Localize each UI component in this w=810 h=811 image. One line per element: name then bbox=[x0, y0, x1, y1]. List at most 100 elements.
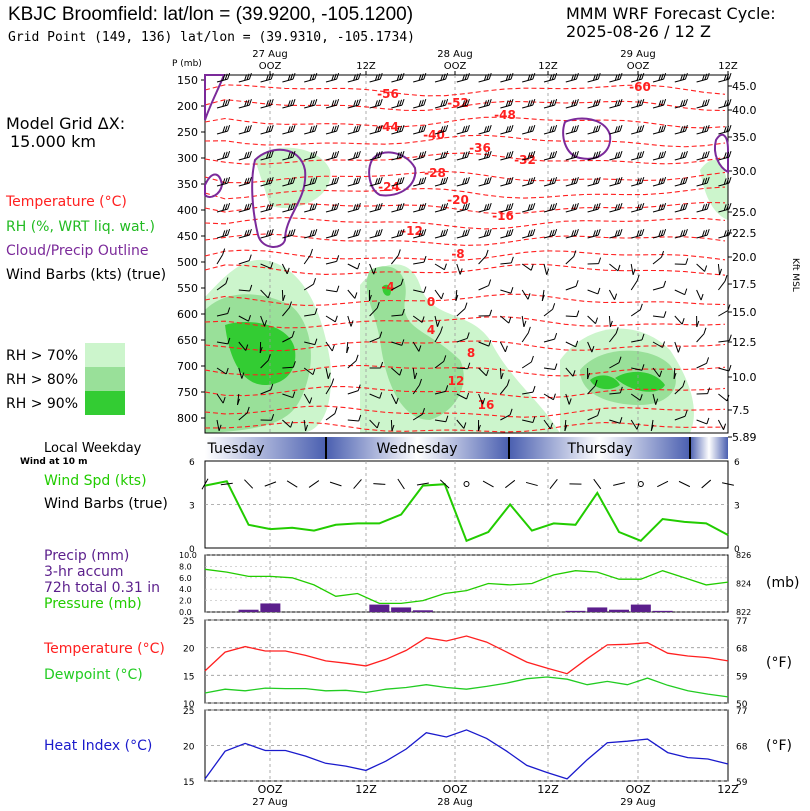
wind-barb-flag bbox=[290, 125, 294, 132]
wind-barb bbox=[347, 72, 361, 83]
wind-barb-staff bbox=[413, 234, 424, 239]
wind-barb-staff bbox=[369, 130, 381, 135]
wind-barb bbox=[521, 326, 531, 343]
wind-barb-flag bbox=[532, 416, 536, 423]
wind-barb bbox=[391, 367, 403, 376]
wind-barb-flag bbox=[418, 74, 422, 81]
wind-barb bbox=[652, 280, 667, 291]
wind-barb-flag bbox=[663, 124, 667, 132]
local-weekday-label: Local Weekday bbox=[44, 441, 142, 456]
wind-barb bbox=[369, 176, 383, 187]
height-tick-label: 20.0 bbox=[732, 251, 757, 264]
wind-barb bbox=[718, 72, 732, 83]
wind-barb-flag bbox=[464, 73, 468, 80]
wind-barb-flag bbox=[685, 258, 689, 265]
wind-barb-flag bbox=[377, 99, 381, 106]
wind-barb-flag bbox=[660, 229, 664, 236]
wind-barb-staff bbox=[565, 285, 577, 291]
wind-barb bbox=[564, 419, 568, 432]
wind-barb-staff bbox=[456, 208, 468, 213]
temperature-label: -48 bbox=[494, 108, 516, 122]
wind-barb bbox=[325, 228, 340, 239]
wind-barb bbox=[500, 202, 514, 213]
wind-barb-staff bbox=[587, 182, 599, 187]
wind-barb-flag bbox=[462, 100, 466, 107]
wind-barb bbox=[522, 416, 536, 423]
wind-barb bbox=[478, 202, 492, 213]
wind-barb-flag bbox=[723, 178, 727, 185]
wind-barb-flag bbox=[728, 228, 732, 236]
wind-barb-flag bbox=[638, 203, 642, 210]
wind-barb-staff bbox=[522, 208, 533, 213]
wind-barb bbox=[303, 367, 316, 376]
wind-barb-flag bbox=[701, 178, 705, 185]
wind-barb-flag bbox=[592, 178, 596, 185]
bottom-date-label: 27 Aug bbox=[252, 797, 287, 808]
wind-barb-staff bbox=[391, 130, 403, 135]
wind-barb-flag bbox=[346, 346, 350, 354]
wind-barb-staff bbox=[369, 208, 381, 213]
wind-barb bbox=[478, 98, 492, 109]
wind-barb-flag bbox=[541, 294, 545, 302]
wind-barb-flag bbox=[597, 150, 601, 158]
wind-barb bbox=[587, 315, 598, 325]
wind-barb-staff bbox=[718, 156, 730, 161]
wind-barb-flag bbox=[309, 204, 313, 211]
isotherm bbox=[204, 217, 726, 230]
weekday-band-friday bbox=[690, 437, 728, 459]
wind-barb bbox=[238, 406, 250, 421]
wind-barb-flag bbox=[336, 124, 340, 132]
wind-barb-flag bbox=[639, 303, 643, 311]
wind-barb bbox=[587, 368, 591, 380]
wind-barb-flag bbox=[309, 397, 313, 404]
wind-barb-flag bbox=[224, 203, 228, 210]
wind-barb-flag bbox=[314, 202, 318, 210]
wind-barb-staff bbox=[500, 104, 512, 109]
wind-barb-flag bbox=[508, 203, 512, 210]
wind-barb bbox=[303, 393, 313, 404]
wind-barb-flag bbox=[287, 126, 291, 133]
wind-barb bbox=[565, 280, 579, 291]
wind-barb-flag bbox=[549, 422, 553, 430]
wind-barb-staff bbox=[281, 263, 288, 275]
wind-barb-staff bbox=[674, 415, 686, 421]
wind-barb bbox=[718, 150, 732, 161]
wind-barb-flag bbox=[723, 230, 727, 237]
temp-ytick-label-f: 50 bbox=[736, 700, 748, 710]
precip-bar bbox=[587, 607, 608, 612]
precip-bar bbox=[238, 609, 259, 612]
wind-barb-flag bbox=[287, 152, 291, 159]
wind-barb-flag bbox=[222, 178, 226, 185]
wind-barb-flag bbox=[701, 204, 705, 211]
wind-barb-staff bbox=[304, 130, 315, 135]
wind-barb bbox=[609, 176, 623, 187]
wind-barb-flag bbox=[701, 152, 705, 159]
wind-barb-flag bbox=[636, 230, 640, 237]
wind-barb-flag bbox=[353, 178, 357, 185]
wind-barb-flag bbox=[488, 339, 492, 347]
wind-barb-flag bbox=[639, 394, 643, 401]
wind-barb-staff bbox=[478, 255, 487, 265]
wind-barb-staff bbox=[630, 419, 638, 430]
wind-barb-flag bbox=[592, 126, 596, 133]
pressure-line bbox=[204, 568, 729, 605]
wind-barb bbox=[718, 393, 730, 402]
wind-barb-flag bbox=[573, 73, 577, 80]
wind-barb-flag bbox=[227, 337, 231, 345]
wind-barb-staff bbox=[391, 234, 403, 239]
surface-wind-barb bbox=[505, 479, 516, 489]
wind-barb bbox=[325, 176, 340, 187]
wind-barb-flag bbox=[680, 230, 684, 237]
wind-barb-flag bbox=[355, 203, 359, 210]
wind-barb-flag bbox=[291, 330, 295, 338]
wind-barb-flag bbox=[532, 385, 536, 393]
weekday-label: Tuesday bbox=[207, 441, 265, 457]
wind-barb-flag bbox=[225, 367, 229, 375]
wind-barb-staff bbox=[391, 156, 403, 161]
wind-barb-flag bbox=[265, 230, 269, 237]
wind-barb bbox=[282, 72, 296, 83]
surface-wind-barb bbox=[722, 482, 734, 486]
wind-barb-staff bbox=[500, 182, 512, 187]
wind-barb bbox=[696, 202, 710, 213]
wind-barb-staff bbox=[631, 367, 643, 371]
